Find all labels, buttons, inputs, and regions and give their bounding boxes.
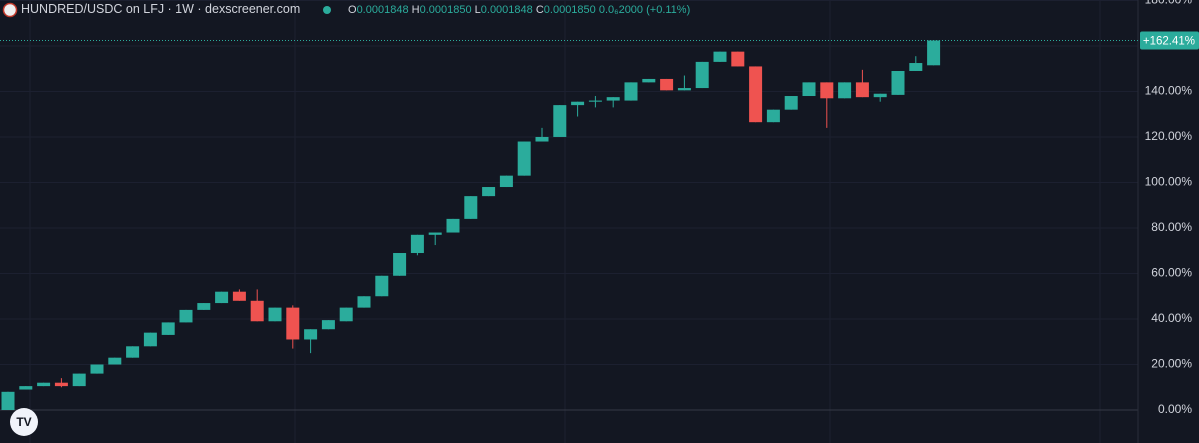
candle-body: [464, 196, 478, 219]
candle-body: [909, 63, 923, 71]
ohlc-legend: O0.0001848 H0.0001850 L0.0001848 C0.0001…: [348, 4, 690, 16]
candle-body: [286, 307, 300, 340]
candle-body: [606, 97, 620, 101]
candle-body: [499, 175, 513, 188]
candle-body: [215, 291, 229, 304]
candle-body: [571, 101, 585, 106]
candle-body: [54, 382, 68, 387]
title: HUNDRED/USDC on LFJ · 1W · dexscreener.c…: [21, 2, 300, 16]
y-tick-label: 0.00%: [1158, 402, 1192, 416]
legend-change: 0.0₆2000: [599, 4, 643, 16]
candle-body: [321, 320, 335, 330]
candle-body: [250, 300, 264, 322]
legend-key: O: [348, 4, 357, 16]
last-price-label: +162.41%: [1143, 36, 1195, 48]
y-tick-label: 100.00%: [1145, 175, 1193, 189]
candle-body: [855, 82, 869, 98]
legend-key: C: [536, 4, 544, 16]
candle-body: [268, 307, 282, 322]
overlay: +162.41%: [0, 31, 1199, 50]
candle-body: [37, 382, 51, 387]
candle-body: [517, 141, 531, 176]
legend-value: 0.0001850: [544, 4, 596, 16]
candle-body: [695, 61, 709, 89]
candle-body: [784, 96, 798, 110]
candle-body: [713, 51, 727, 62]
candle-body: [161, 322, 175, 335]
y-tick-label: 180.00%: [1145, 0, 1193, 7]
candle-body: [820, 82, 834, 99]
tv-logo: TV: [10, 408, 38, 436]
candle-body: [232, 291, 246, 301]
candle-body: [410, 234, 424, 254]
token-logo: [2, 2, 18, 18]
candle-body: [802, 82, 816, 97]
candle-body: [553, 105, 567, 137]
candle-body: [624, 82, 638, 101]
y-tick-label: 20.00%: [1151, 357, 1192, 371]
y-tick-label: 80.00%: [1151, 220, 1192, 234]
candle-body: [838, 82, 852, 99]
candle-body: [72, 373, 86, 387]
candle-body: [126, 346, 140, 358]
y-tick-label: 40.00%: [1151, 311, 1192, 325]
candle-body: [446, 218, 460, 233]
candle-body: [731, 51, 745, 67]
header: HUNDRED/USDC on LFJ · 1W · dexscreener.c…: [21, 2, 300, 16]
y-tick-label: 120.00%: [1145, 129, 1193, 143]
candle-body: [588, 100, 602, 102]
candle-body: [197, 303, 211, 310]
svg-text:TV: TV: [16, 415, 31, 429]
last-price-tag: [1140, 31, 1199, 50]
legend-value: 0.0001848: [481, 4, 533, 16]
candle-body: [90, 364, 104, 374]
candle-body: [873, 93, 887, 98]
candle-body: [766, 109, 780, 123]
legend-change-pct: (+0.11%): [646, 4, 690, 16]
candle-body: [428, 232, 442, 235]
legend-key: L: [475, 4, 481, 16]
candle-body: [642, 78, 656, 83]
status-dot: [323, 6, 331, 14]
candle-body: [677, 88, 691, 91]
candle-body: [393, 253, 407, 276]
legend-value: 0.0001848: [357, 4, 409, 16]
candle-body: [108, 357, 122, 365]
candle-body: [482, 187, 496, 197]
y-tick-label: 140.00%: [1145, 84, 1193, 98]
y-tick-label: 60.00%: [1151, 266, 1192, 280]
candle-body: [375, 275, 389, 297]
candle-body: [143, 332, 157, 347]
candle-body: [927, 40, 941, 66]
candles: [1, 40, 941, 411]
candle-body: [339, 307, 353, 322]
candle-body: [1, 391, 15, 411]
candle-body: [749, 66, 763, 123]
candle-body: [891, 70, 905, 95]
candle-body: [535, 136, 549, 142]
candle-body: [19, 386, 33, 390]
legend-key: H: [412, 4, 420, 16]
candle-body: [179, 309, 193, 323]
candle-body: [660, 78, 674, 91]
candle-body: [304, 329, 318, 340]
candle-body: [357, 296, 371, 308]
legend-value: 0.0001850: [420, 4, 472, 16]
